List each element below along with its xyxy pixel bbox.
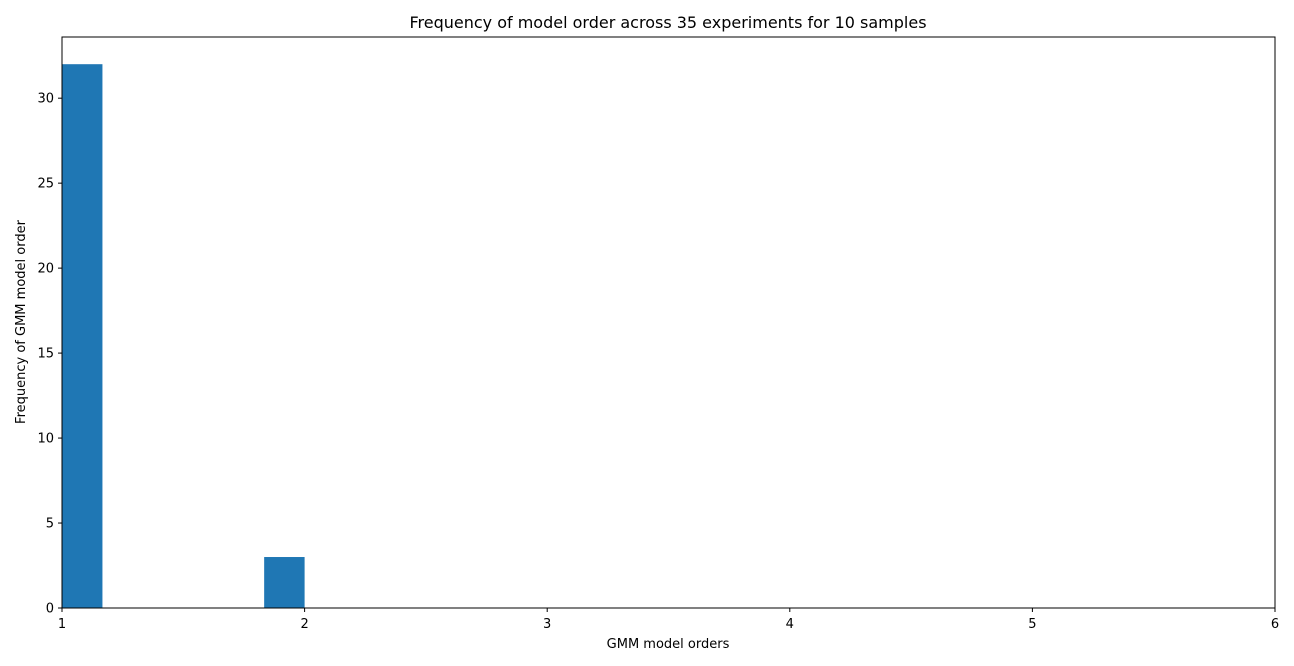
y-axis-label: Frequency of GMM model order [14,219,29,424]
y-tick-label: 20 [37,262,54,277]
x-axis-ticks: 1 2 3 4 5 6 [58,608,1279,632]
bars-group [62,64,305,608]
y-tick-label: 30 [37,92,54,107]
y-tick-label: 10 [37,432,54,447]
y-tick-label: 25 [37,177,54,192]
y-tick-label: 5 [46,517,54,532]
bar-0 [62,64,103,608]
x-tick-label: 1 [58,617,66,632]
x-tick-label: 3 [543,617,551,632]
y-axis-ticks: 0 5 10 15 20 25 30 [37,92,62,617]
x-tick-label: 6 [1271,617,1279,632]
x-tick-label: 4 [786,617,794,632]
x-tick-label: 5 [1028,617,1036,632]
x-axis-label: GMM model orders [607,637,730,652]
x-tick-label: 2 [300,617,308,632]
plot-frame [61,36,1276,609]
y-tick-label: 15 [37,347,54,362]
y-tick-label: 0 [46,602,54,617]
chart-title: Frequency of model order across 35 exper… [409,13,926,32]
bar-1 [264,557,305,608]
